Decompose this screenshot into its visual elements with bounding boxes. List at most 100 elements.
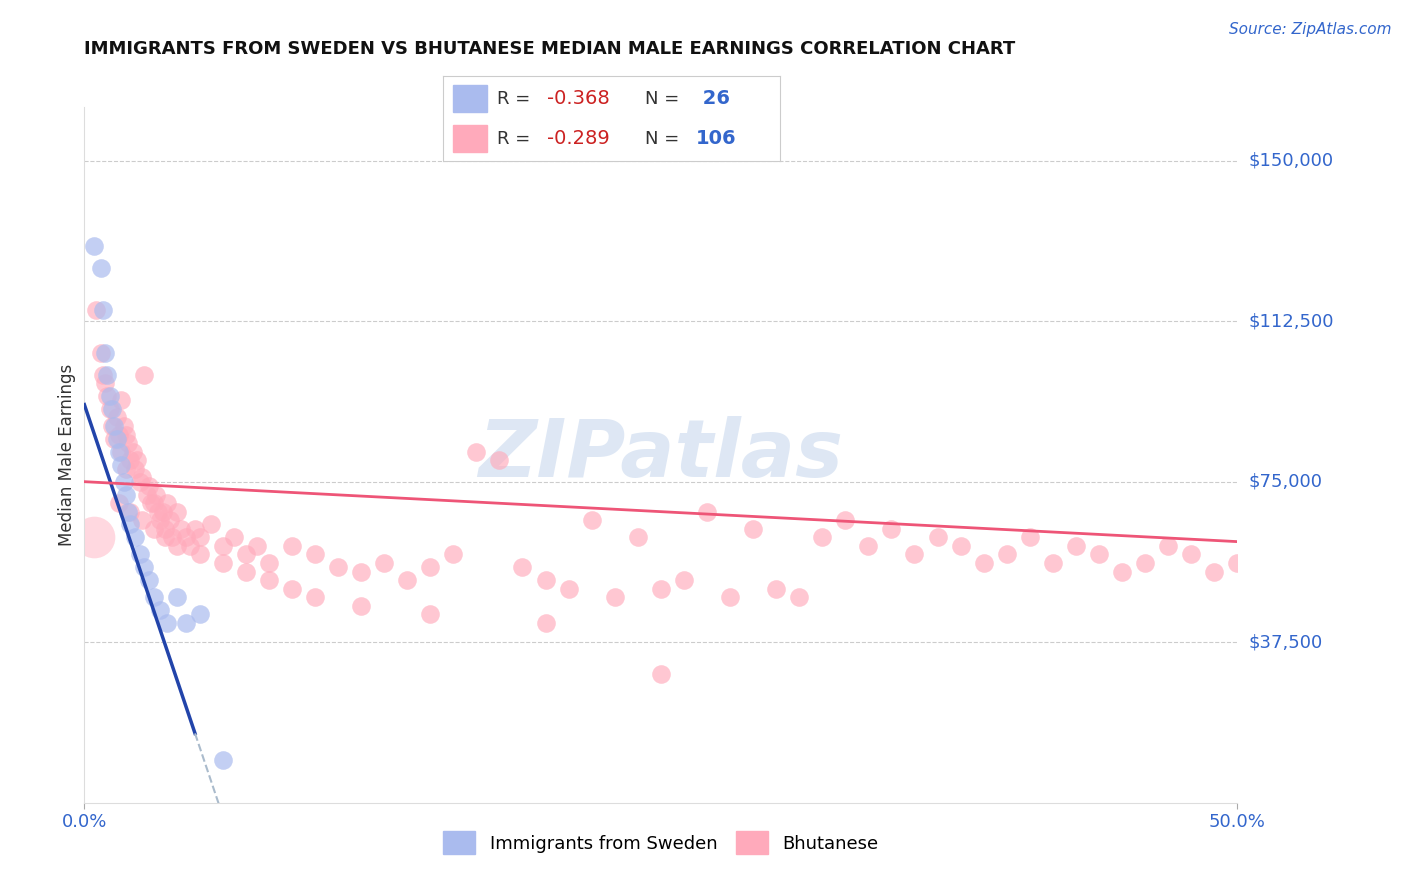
Point (141, 496, 163, 510)
Point (128, 475, 150, 489)
Point (84, 303, 107, 318)
Point (534, 573, 557, 587)
Point (257, 556, 280, 570)
Point (188, 607, 211, 622)
Text: N =: N = (645, 129, 685, 147)
Point (419, 607, 441, 622)
Point (350, 565, 373, 579)
Point (350, 599, 373, 613)
Text: $75,000: $75,000 (1249, 473, 1323, 491)
Point (224, 530, 246, 544)
Point (1226, 556, 1249, 570)
Point (281, 539, 304, 553)
Point (98, 401, 121, 416)
Point (112, 475, 135, 489)
Point (488, 453, 510, 467)
Point (257, 573, 280, 587)
Point (927, 530, 949, 544)
Point (534, 615, 557, 630)
Point (373, 556, 395, 570)
Text: ZIPatlas: ZIPatlas (478, 416, 844, 494)
Point (142, 496, 165, 510)
Point (120, 517, 142, 532)
Point (603, 591, 626, 605)
Point (174, 530, 197, 544)
Point (89, 260, 111, 275)
Point (120, 453, 142, 467)
Text: $150,000: $150,000 (1249, 152, 1334, 169)
Point (903, 548, 925, 562)
Point (156, 615, 179, 630)
Point (127, 453, 149, 467)
Point (149, 513, 172, 527)
Point (179, 539, 201, 553)
Point (1042, 556, 1064, 570)
Point (672, 573, 695, 587)
Text: -0.289: -0.289 (547, 129, 610, 148)
Text: 26: 26 (696, 89, 730, 108)
Point (858, 539, 880, 553)
Point (98, 389, 121, 403)
Point (1249, 548, 1271, 562)
Point (188, 548, 211, 562)
Point (138, 479, 160, 493)
Point (174, 615, 197, 630)
Point (83, 239, 105, 253)
Point (121, 444, 143, 458)
Point (149, 603, 172, 617)
Point (91, 368, 114, 382)
Point (166, 591, 188, 605)
Point (184, 522, 207, 536)
Point (650, 667, 672, 681)
Point (135, 487, 157, 501)
Point (326, 560, 349, 574)
Point (811, 530, 834, 544)
Point (142, 522, 165, 536)
Point (1157, 539, 1180, 553)
Point (103, 419, 125, 434)
Point (650, 582, 672, 596)
Point (787, 591, 810, 605)
Point (94, 376, 117, 391)
Point (200, 517, 222, 532)
Point (159, 513, 181, 527)
Point (211, 539, 233, 553)
Text: 106: 106 (696, 129, 737, 148)
Point (396, 573, 419, 587)
Point (128, 548, 150, 562)
Point (94, 346, 117, 360)
Point (211, 753, 233, 767)
Point (91, 303, 114, 318)
Point (765, 582, 787, 596)
Point (166, 505, 188, 519)
Point (281, 582, 304, 596)
Point (160, 530, 183, 544)
Text: $37,500: $37,500 (1249, 633, 1323, 651)
Point (134, 560, 156, 574)
Point (108, 444, 131, 458)
Point (108, 427, 131, 442)
Point (235, 565, 257, 579)
Text: R =: R = (496, 129, 536, 147)
Point (718, 591, 741, 605)
Y-axis label: Median Male Earnings: Median Male Earnings (58, 364, 76, 546)
Point (246, 539, 269, 553)
Point (115, 462, 138, 476)
Point (166, 539, 188, 553)
Point (110, 393, 132, 408)
Point (465, 444, 488, 458)
Point (627, 530, 650, 544)
Point (973, 556, 995, 570)
Point (211, 556, 233, 570)
Legend: Immigrants from Sweden, Bhutanese: Immigrants from Sweden, Bhutanese (434, 822, 887, 863)
Text: $112,500: $112,500 (1249, 312, 1334, 330)
Point (1180, 548, 1202, 562)
Text: N =: N = (645, 90, 685, 108)
Point (581, 513, 603, 527)
Point (124, 530, 146, 544)
Text: -0.368: -0.368 (547, 89, 610, 108)
Point (834, 513, 856, 527)
Point (156, 496, 179, 510)
Bar (453, 85, 486, 112)
Point (880, 522, 903, 536)
